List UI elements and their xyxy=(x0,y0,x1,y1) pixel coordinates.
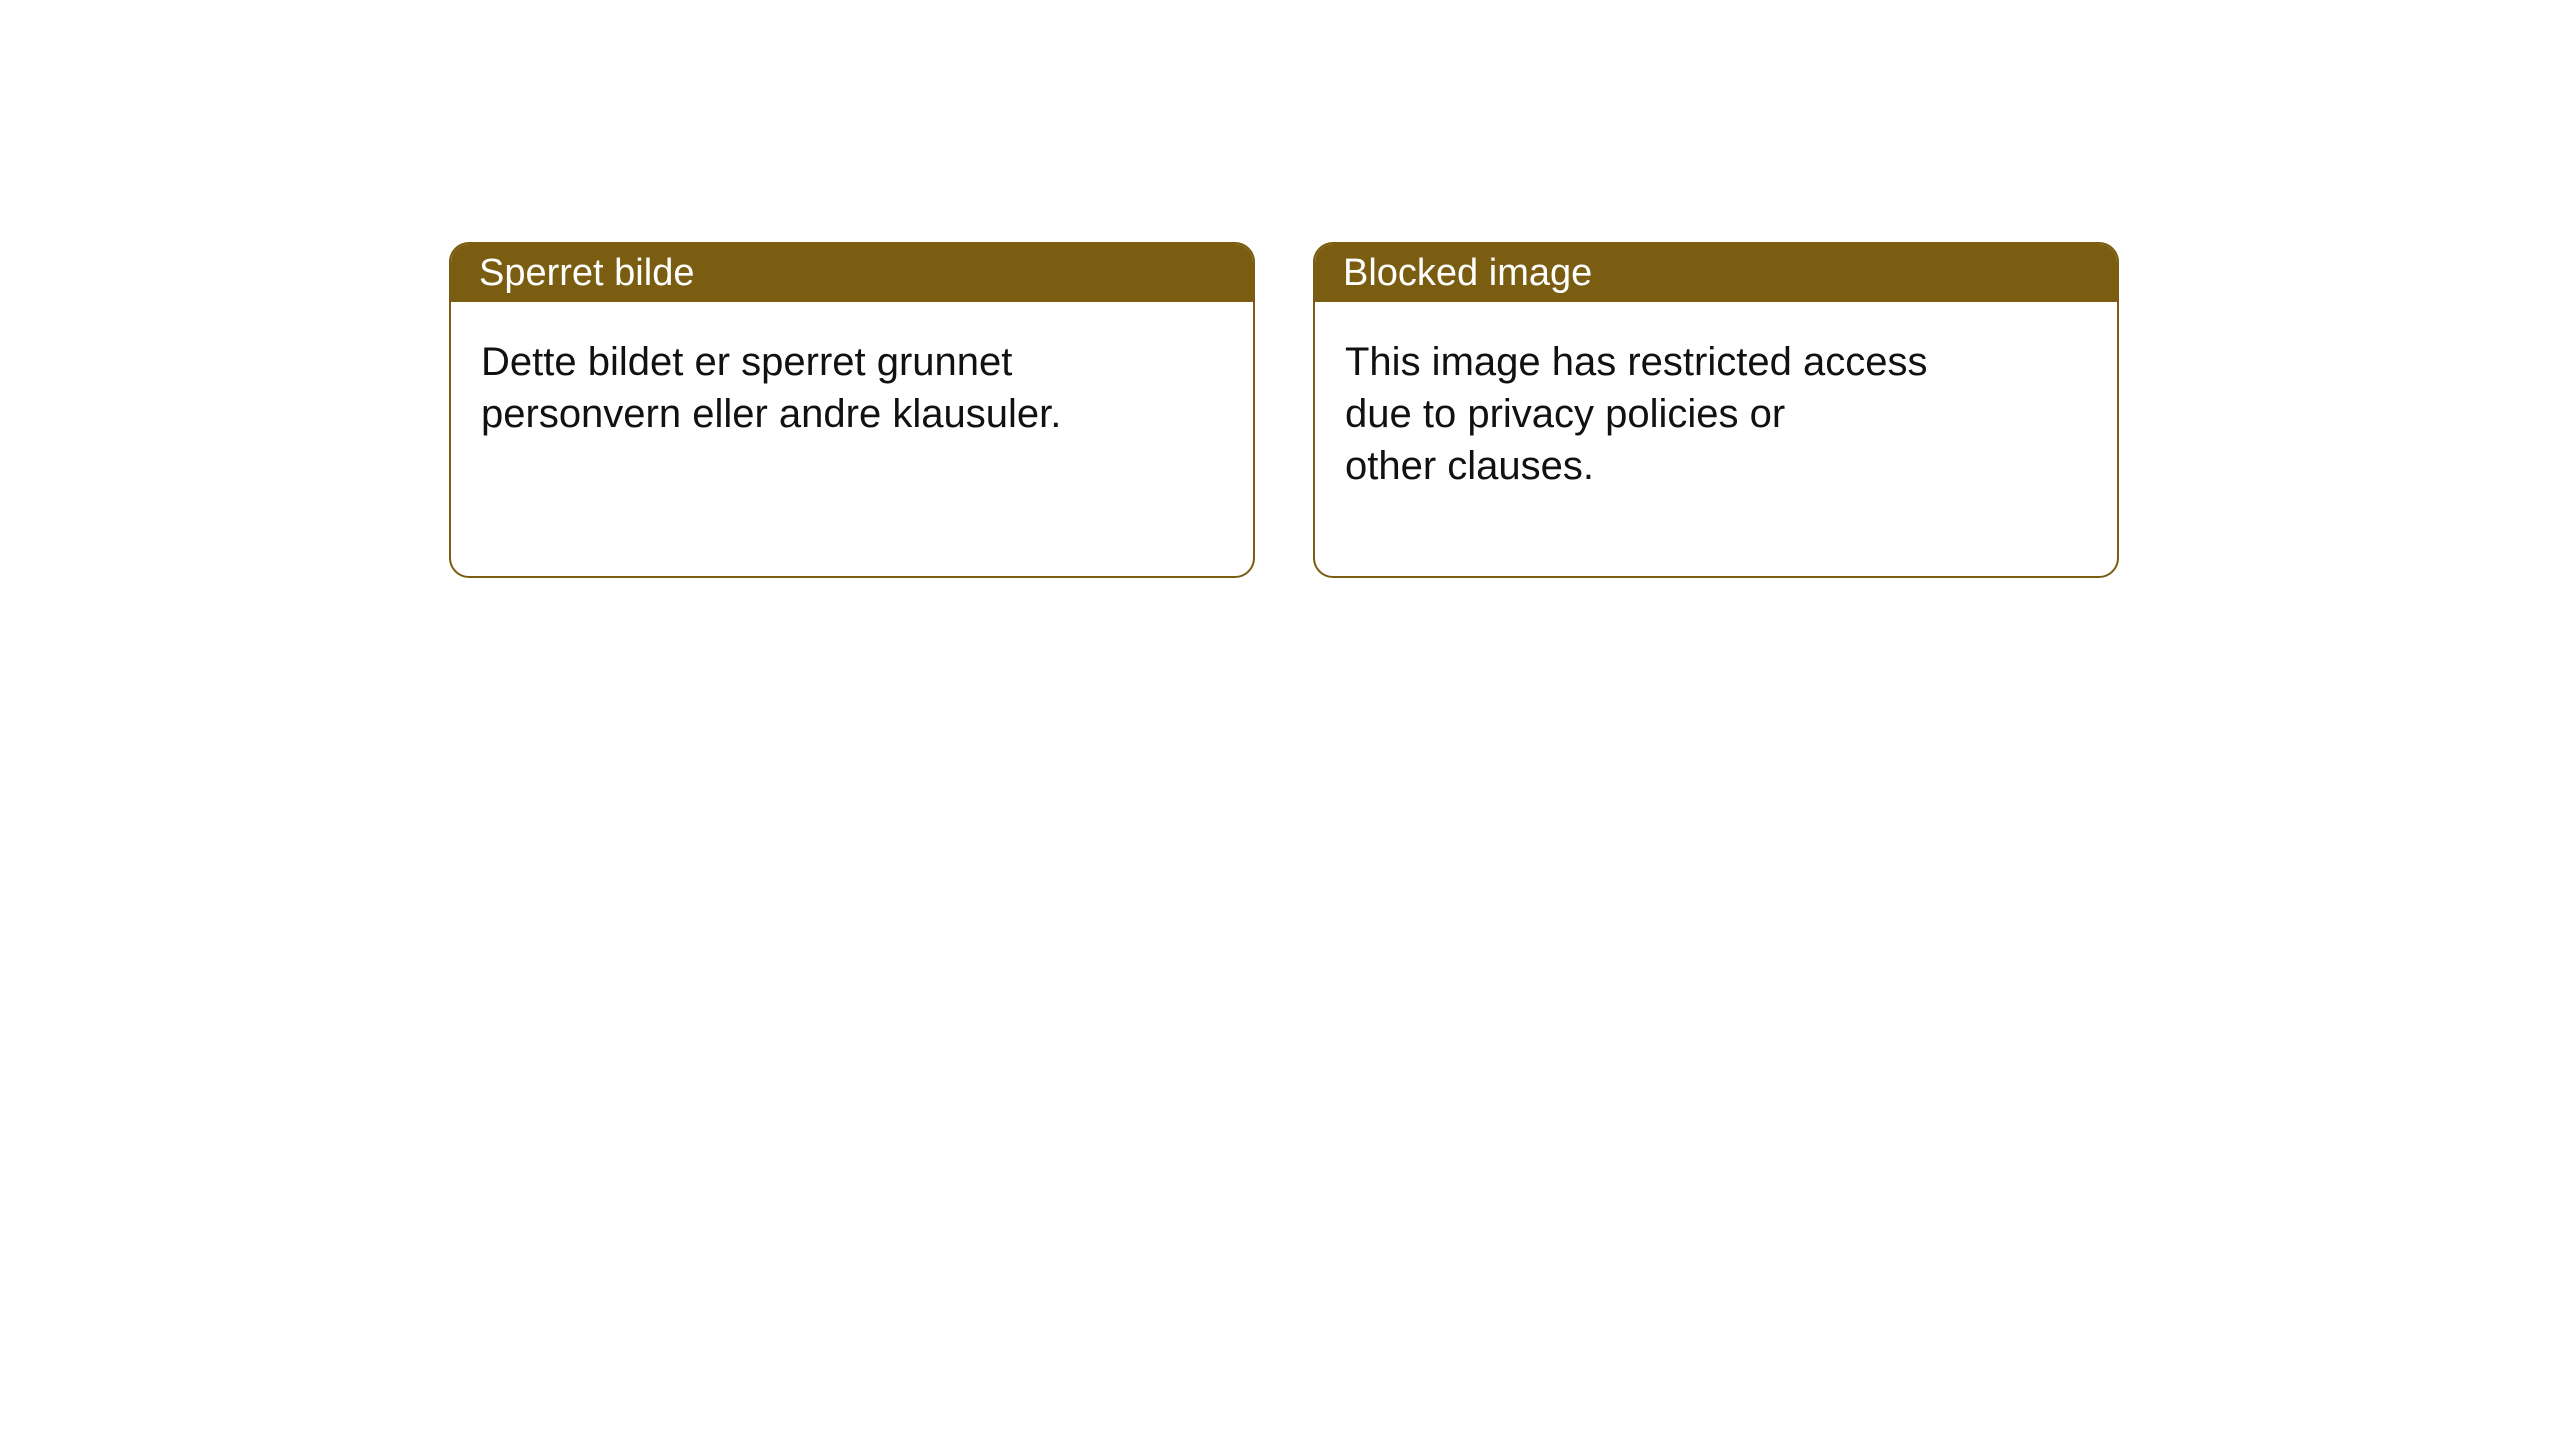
card-header: Blocked image xyxy=(1315,244,2117,302)
page-root: Sperret bilde Dette bildet er sperret gr… xyxy=(0,0,2560,1440)
blocked-image-card-english: Blocked image This image has restricted … xyxy=(1313,242,2119,578)
blocked-image-card-norwegian: Sperret bilde Dette bildet er sperret gr… xyxy=(449,242,1255,578)
card-body: Dette bildet er sperret grunnet personve… xyxy=(451,302,1253,440)
card-body: This image has restricted access due to … xyxy=(1315,302,2117,492)
card-title: Blocked image xyxy=(1343,252,1592,295)
card-header: Sperret bilde xyxy=(451,244,1253,302)
card-title: Sperret bilde xyxy=(479,252,694,295)
